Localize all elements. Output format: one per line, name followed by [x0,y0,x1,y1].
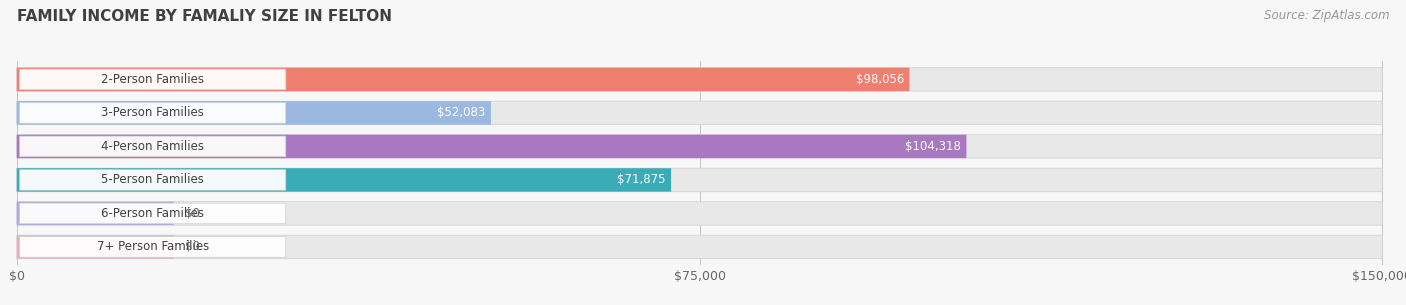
FancyBboxPatch shape [17,202,174,225]
FancyBboxPatch shape [17,101,491,125]
Text: $71,875: $71,875 [617,174,665,186]
Text: 2-Person Families: 2-Person Families [101,73,204,86]
Text: $0: $0 [184,207,200,220]
Text: 3-Person Families: 3-Person Families [101,106,204,120]
FancyBboxPatch shape [17,135,966,158]
FancyBboxPatch shape [20,69,285,90]
Text: 7+ Person Families: 7+ Person Families [97,240,208,253]
FancyBboxPatch shape [17,168,671,192]
FancyBboxPatch shape [17,101,1382,125]
FancyBboxPatch shape [17,235,1382,259]
FancyBboxPatch shape [17,68,910,91]
Text: $104,318: $104,318 [905,140,960,153]
Text: $52,083: $52,083 [437,106,485,120]
FancyBboxPatch shape [20,203,285,224]
Text: 4-Person Families: 4-Person Families [101,140,204,153]
FancyBboxPatch shape [20,102,285,123]
Text: FAMILY INCOME BY FAMALIY SIZE IN FELTON: FAMILY INCOME BY FAMALIY SIZE IN FELTON [17,9,392,24]
Text: $0: $0 [184,240,200,253]
FancyBboxPatch shape [17,135,1382,158]
FancyBboxPatch shape [20,170,285,190]
FancyBboxPatch shape [17,68,1382,91]
Text: 6-Person Families: 6-Person Families [101,207,204,220]
FancyBboxPatch shape [20,136,285,157]
FancyBboxPatch shape [17,168,1382,192]
FancyBboxPatch shape [17,202,1382,225]
Text: Source: ZipAtlas.com: Source: ZipAtlas.com [1264,9,1389,22]
FancyBboxPatch shape [17,235,174,259]
FancyBboxPatch shape [20,237,285,257]
Text: $98,056: $98,056 [856,73,904,86]
Text: 5-Person Families: 5-Person Families [101,174,204,186]
